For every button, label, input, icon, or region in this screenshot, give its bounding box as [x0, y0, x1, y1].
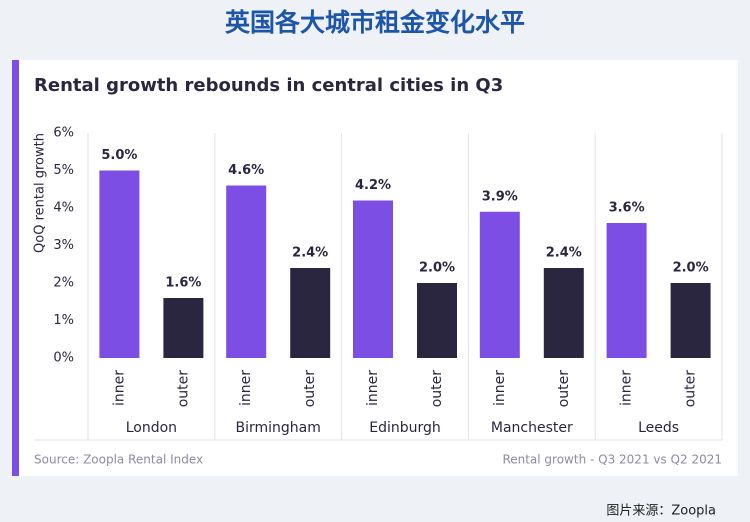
data-label: 5.0%	[101, 148, 137, 163]
data-label: 2.4%	[546, 246, 582, 261]
bar	[479, 211, 520, 358]
bar	[290, 268, 331, 358]
data-label: 4.6%	[228, 163, 264, 178]
series-label: outer	[683, 370, 699, 408]
series-label: outer	[175, 370, 191, 408]
image-credit: 图片来源：Zoopla	[606, 504, 716, 519]
data-label: 2.4%	[292, 246, 328, 261]
data-label: 3.6%	[609, 201, 645, 216]
card-accent	[12, 60, 19, 476]
x-tick-label: Leeds	[638, 420, 679, 436]
x-tick-label: Edinburgh	[369, 420, 441, 436]
bar	[543, 268, 584, 358]
bar	[417, 283, 457, 358]
data-label: 2.0%	[419, 261, 455, 276]
chart-title: Rental growth rebounds in central cities…	[34, 75, 503, 96]
x-tick-label: Birmingham	[236, 420, 321, 436]
data-label: 2.0%	[673, 261, 709, 276]
data-label: 1.6%	[165, 276, 201, 291]
series-label: inner	[238, 370, 254, 406]
y-tick-label: 3%	[53, 238, 74, 253]
series-label: inner	[619, 370, 635, 406]
series-label: inner	[111, 370, 127, 406]
y-axis-label: QoQ rental growth	[33, 133, 48, 253]
bar	[670, 283, 711, 358]
bar	[353, 200, 393, 358]
y-tick-label: 2%	[53, 276, 74, 291]
data-label: 3.9%	[482, 189, 518, 204]
y-tick-label: 4%	[53, 201, 74, 216]
bar	[606, 223, 647, 358]
y-tick-label: 0%	[53, 351, 74, 366]
note: Rental growth - Q3 2021 vs Q2 2021	[502, 453, 722, 467]
series-label: inner	[365, 370, 381, 406]
y-tick-label: 6%	[53, 126, 74, 141]
bar	[99, 170, 140, 358]
x-tick-label: Manchester	[491, 420, 573, 436]
y-tick-label: 5%	[53, 163, 74, 178]
data-label: 4.2%	[355, 178, 391, 193]
series-label: inner	[492, 370, 508, 406]
bar	[163, 298, 204, 358]
series-label: outer	[429, 370, 445, 408]
bar	[226, 185, 267, 358]
y-tick-label: 1%	[53, 313, 74, 328]
series-label: outer	[556, 370, 572, 408]
page-title: 英国各大城市租金变化水平	[225, 8, 525, 37]
series-label: outer	[302, 370, 318, 408]
source: Source: Zoopla Rental Index	[34, 453, 203, 467]
x-tick-label: London	[126, 420, 177, 436]
